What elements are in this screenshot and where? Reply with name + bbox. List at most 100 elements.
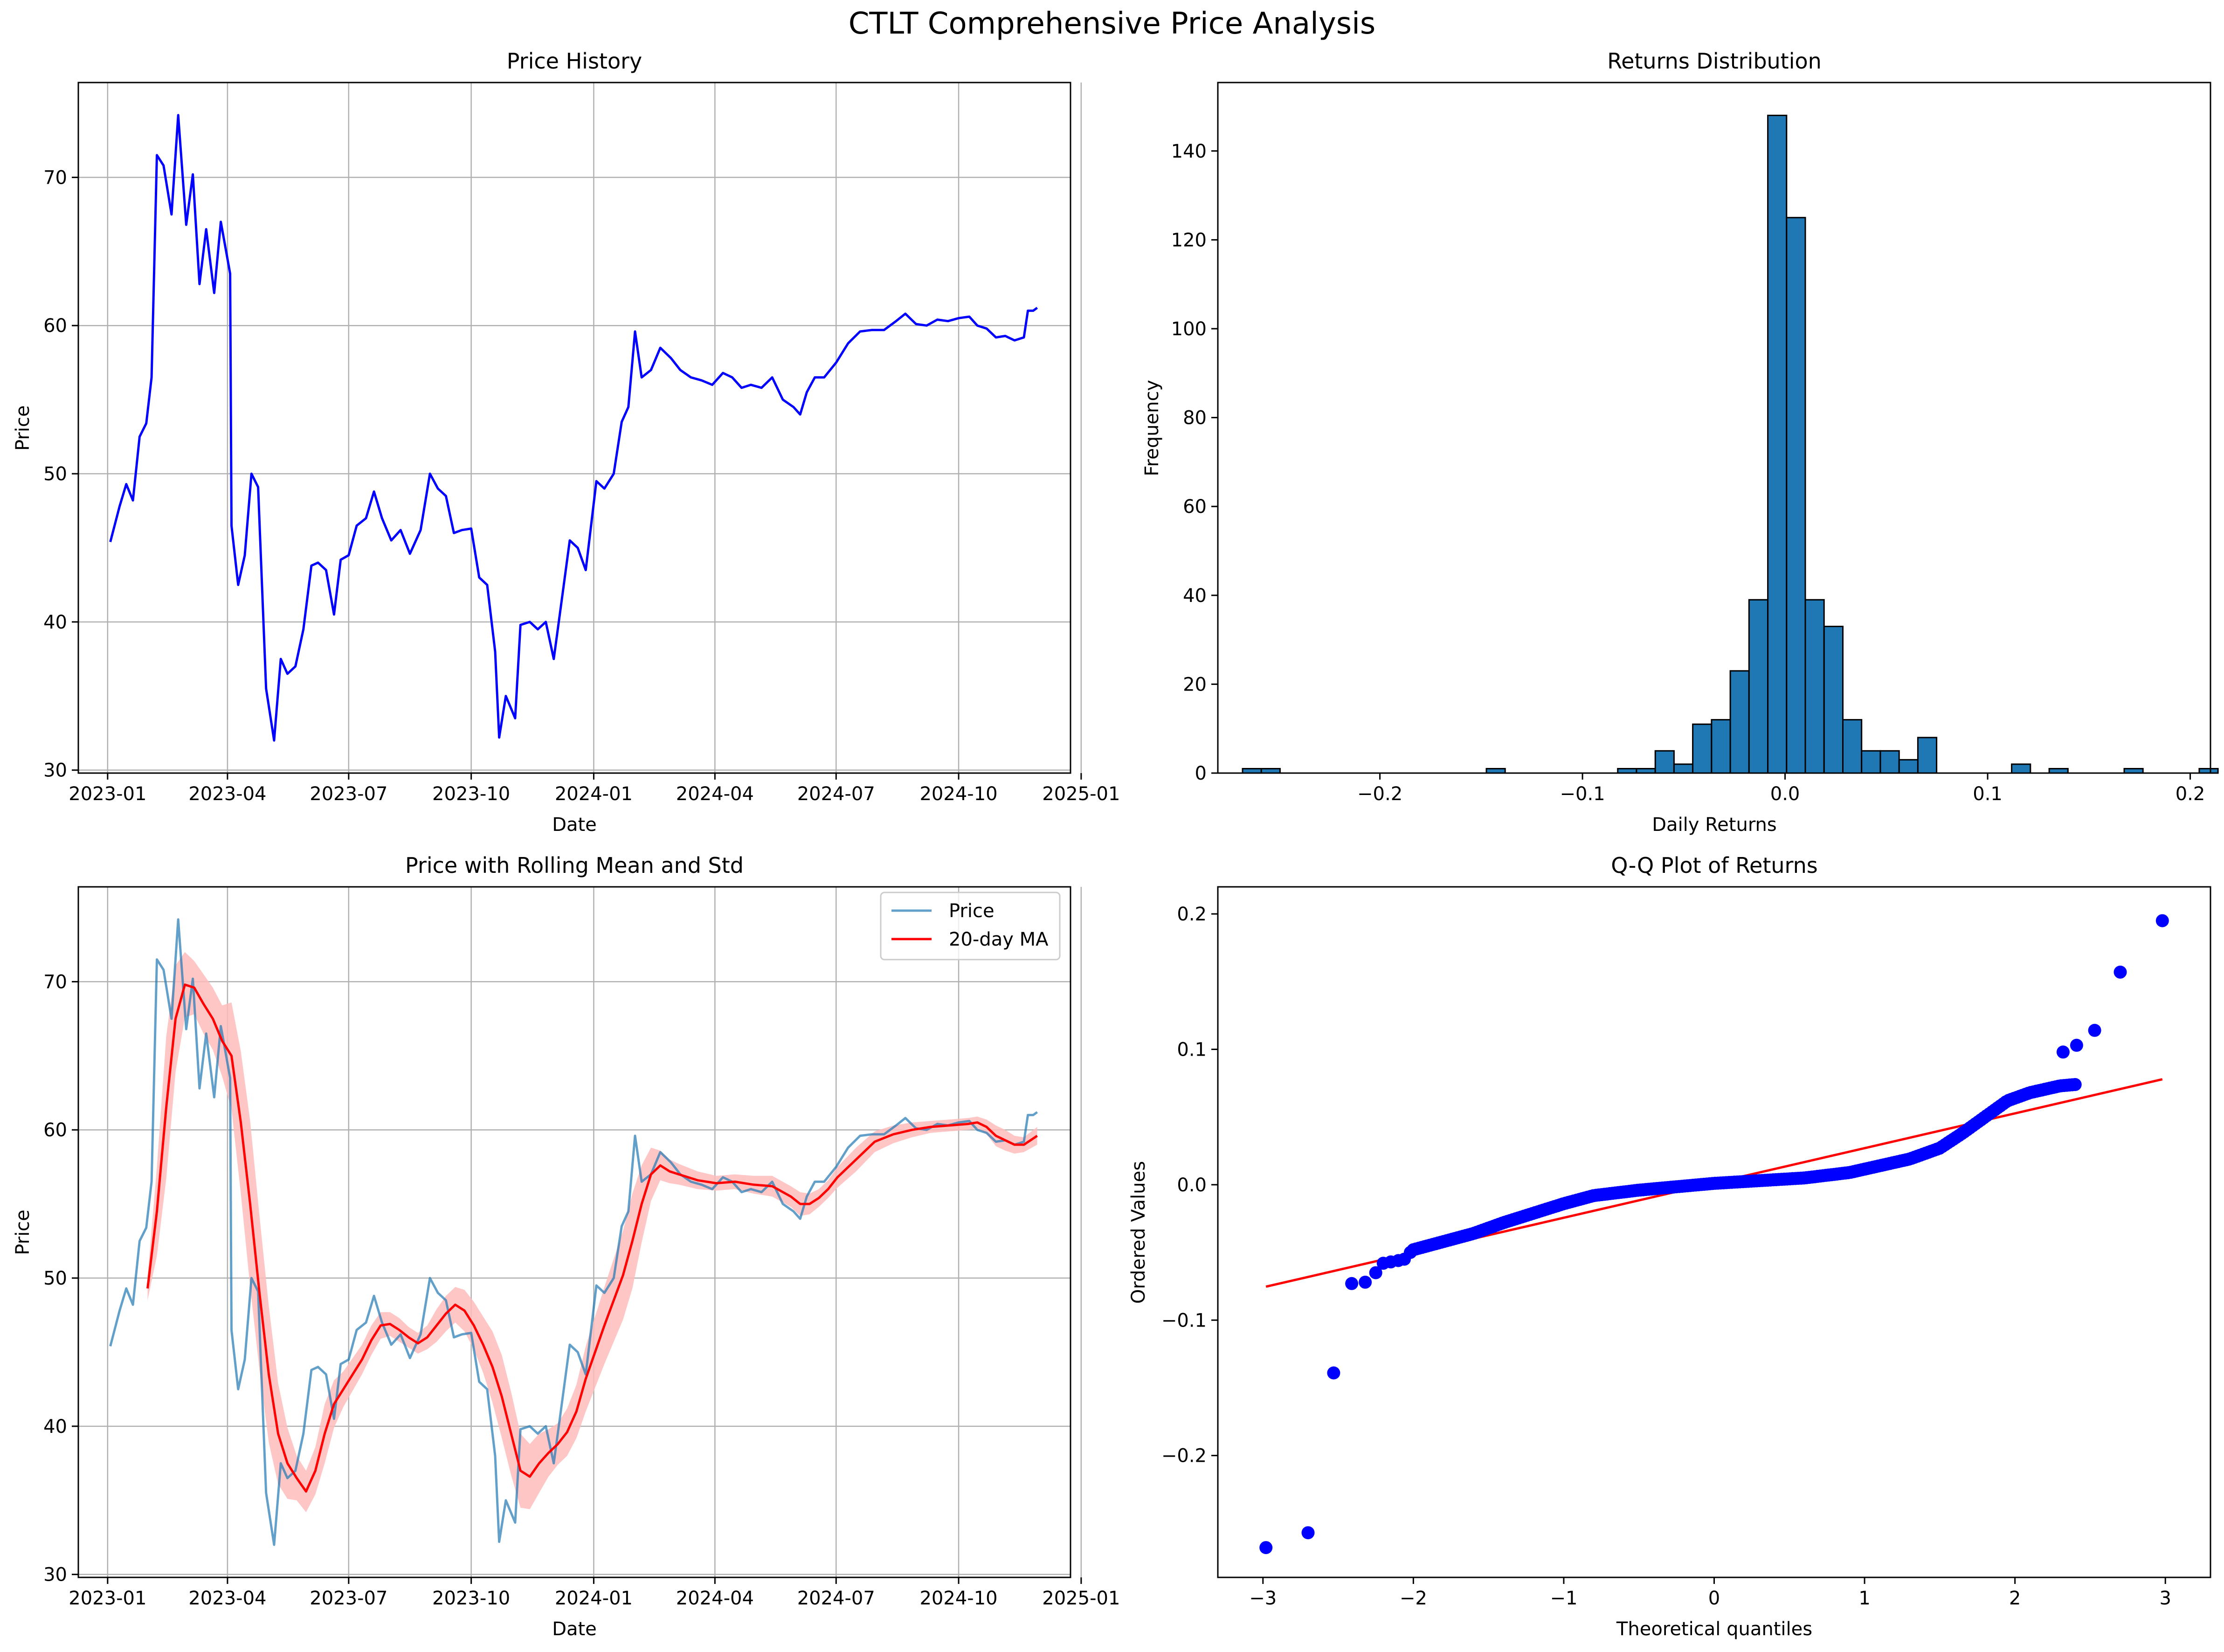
qq-point: [1301, 1526, 1315, 1540]
rolling-stats-xlabel: Date: [552, 1618, 597, 1640]
x-tick-label: 0: [1708, 1588, 1720, 1609]
histogram-bar: [1654, 750, 1675, 774]
histogram-bar: [1673, 763, 1694, 774]
x-tick-label: 0.0: [1770, 783, 1800, 805]
y-tick-label: 100: [1171, 318, 1207, 340]
price-history-title: Price History: [507, 48, 642, 74]
histogram-bar: [1842, 719, 1863, 774]
x-tick-label: 2023-01: [69, 1588, 146, 1609]
x-tick-label: −1: [1550, 1588, 1577, 1609]
y-tick-label: 40: [1183, 585, 1207, 607]
y-tick-label: 60: [43, 315, 67, 337]
rolling-stats-title: Price with Rolling Mean and Std: [405, 853, 744, 878]
returns-distribution-title: Returns Distribution: [1607, 48, 1822, 74]
x-tick-label: 3: [2160, 1588, 2171, 1609]
y-tick-label: −0.1: [1161, 1310, 1207, 1331]
y-tick-label: 0: [1195, 763, 1207, 784]
qq-plot-xlabel: Theoretical quantiles: [1616, 1618, 1812, 1640]
qq-point: [2068, 1078, 2082, 1091]
price-history-axes-frame: [77, 82, 1071, 774]
price-history-xlabel: Date: [552, 814, 597, 836]
histogram-bar: [1861, 750, 1881, 774]
qq-point: [1327, 1366, 1340, 1380]
histogram-bar: [1692, 723, 1713, 774]
histogram-bar: [1898, 759, 1919, 774]
x-tick-label: −3: [1249, 1588, 1277, 1609]
histogram-bar: [1748, 599, 1769, 774]
y-tick-label: −0.2: [1161, 1445, 1207, 1467]
histogram-bar: [1879, 750, 1900, 774]
y-tick-label: 0.1: [1177, 1039, 1207, 1060]
qq-plot-axes-frame: [1217, 886, 2211, 1578]
histogram-bar: [2011, 763, 2031, 774]
histogram-bar: [1711, 719, 1731, 774]
x-tick-label: 2024-10: [919, 783, 997, 805]
returns-distribution-axes-frame: [1217, 82, 2211, 774]
x-tick-label: 2023-10: [432, 1588, 510, 1609]
histogram-bar: [1917, 737, 1938, 774]
price-history-panel: Price History Date Price 2023-01 2023-04 2…: [12, 48, 1120, 836]
x-tick-label: 2: [2009, 1588, 2021, 1609]
moving-average-line: [146, 983, 1038, 1493]
y-tick-label: 50: [43, 1268, 67, 1289]
x-tick-label: 2024-10: [919, 1588, 997, 1609]
x-tick-label: −0.2: [1357, 783, 1402, 805]
x-tick-label: 2024-07: [797, 783, 875, 805]
histogram-bar: [1786, 217, 1806, 774]
y-tick-label: 20: [1183, 674, 1207, 695]
figure-title: CTLT Comprehensive Price Analysis: [849, 7, 1376, 41]
histogram-bar: [1729, 670, 1750, 774]
qq-plot-ylabel: Ordered Values: [1128, 1161, 1149, 1304]
returns-distribution-panel: Returns Distribution Daily Returns Frequ…: [1141, 48, 2219, 836]
qq-point: [2088, 1023, 2101, 1037]
x-tick-label: 2023-10: [432, 783, 510, 805]
y-tick-label: 30: [43, 760, 67, 781]
price-history-ylabel: Price: [12, 405, 34, 451]
legend-box: [880, 892, 1061, 961]
qq-point: [1345, 1277, 1359, 1290]
rolling-stats-axes-frame: [77, 886, 1071, 1578]
x-tick-label: 2025-01: [1042, 1588, 1120, 1609]
x-tick-label: 1: [1858, 1588, 1870, 1609]
x-tick-label: −2: [1400, 1588, 1427, 1609]
price-line: [109, 918, 1038, 1546]
x-tick-label: 2024-04: [676, 783, 754, 805]
y-tick-label: 80: [1183, 408, 1207, 429]
y-tick-label: 60: [43, 1120, 67, 1141]
x-tick-label: 0.2: [2176, 783, 2205, 805]
legend-ma-label: 20-day MA: [949, 929, 1049, 950]
x-tick-label: 0.1: [1973, 783, 2003, 805]
qq-point: [1359, 1275, 1372, 1289]
y-tick-label: 30: [43, 1564, 67, 1586]
returns-distribution-xlabel: Daily Returns: [1652, 814, 1777, 836]
y-tick-label: 70: [43, 971, 67, 993]
y-tick-label: 0.0: [1177, 1175, 1207, 1196]
x-tick-label: 2024-07: [797, 1588, 875, 1609]
y-tick-label: 40: [43, 1416, 67, 1438]
x-tick-label: 2023-07: [310, 1588, 387, 1609]
y-tick-label: 120: [1171, 229, 1207, 251]
x-tick-label: 2024-01: [555, 783, 633, 805]
x-tick-label: 2024-01: [555, 1588, 633, 1609]
x-tick-label: 2023-01: [69, 783, 146, 805]
qq-point: [1369, 1266, 1382, 1279]
y-tick-label: 50: [43, 463, 67, 485]
qq-point: [2056, 1045, 2070, 1059]
x-tick-label: −0.1: [1560, 783, 1605, 805]
legend-price-label: Price: [949, 900, 995, 922]
histogram-bar: [1767, 115, 1788, 774]
histogram-bar: [1804, 599, 1825, 774]
qq-plot-panel: Q-Q Plot of Returns Theoretical quantile…: [1128, 853, 2211, 1640]
returns-distribution-ylabel: Frequency: [1141, 380, 1163, 477]
x-tick-label: 2023-04: [188, 1588, 266, 1609]
x-tick-label: 2023-07: [310, 783, 387, 805]
y-tick-label: 40: [43, 612, 67, 633]
qq-point: [1259, 1541, 1273, 1555]
x-tick-label: 2023-04: [188, 783, 266, 805]
histogram-bar: [1823, 626, 1844, 774]
rolling-stats-ylabel: Price: [12, 1210, 34, 1255]
rolling-stats-panel: Price with Rolling Mean and Std Date Pri…: [12, 853, 1120, 1640]
y-tick-label: 0.2: [1177, 904, 1207, 925]
x-tick-label: 2025-01: [1042, 783, 1120, 805]
